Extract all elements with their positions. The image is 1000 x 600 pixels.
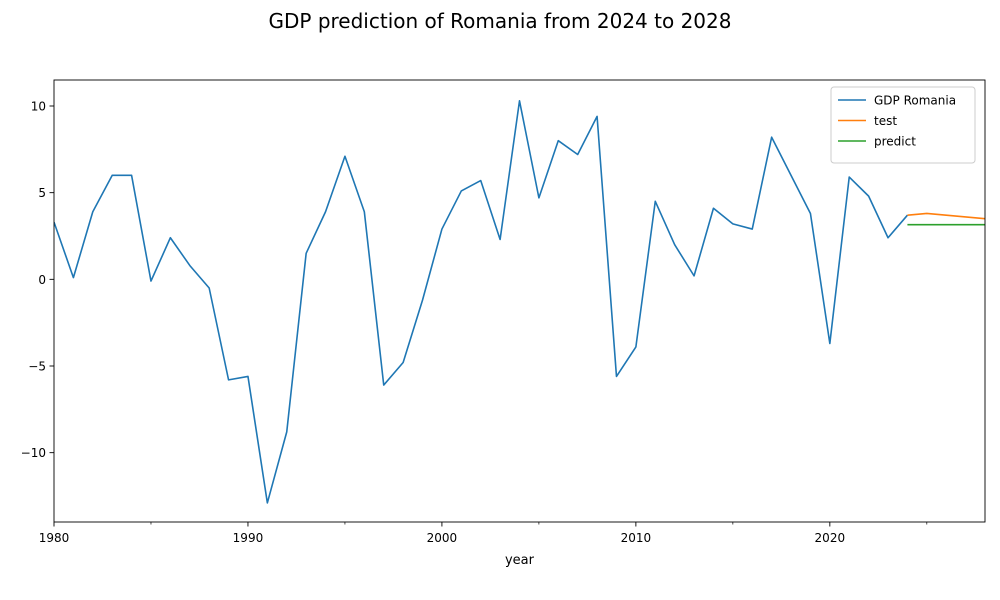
series-line-0	[54, 100, 909, 504]
x-tick-label-4: 2020	[815, 531, 846, 545]
legend-label-2: predict	[874, 135, 916, 149]
y-tick-label-1: 5	[38, 186, 46, 200]
x-tick-label-2: 2000	[427, 531, 458, 545]
y-tick-label-0: 10	[31, 100, 46, 114]
chart-title: GDP prediction of Romania from 2024 to 2…	[269, 9, 732, 33]
legend-box	[830, 86, 976, 164]
legend-label-0: GDP Romania	[874, 94, 956, 108]
x-tick-label-3: 2010	[621, 531, 652, 545]
y-tick-label-3: −5	[28, 360, 46, 374]
y-tick-label-4: −10	[21, 446, 46, 460]
x-tick-label-1: 1990	[233, 531, 264, 545]
legend: GDP Romania test predict	[830, 86, 976, 164]
plot-frame	[53, 79, 986, 523]
axes: 1980 1990 2000 2010 2020 10 5 0 −5 −10	[21, 79, 986, 545]
x-axis-label: year	[505, 553, 535, 568]
plot-area	[54, 100, 985, 504]
y-tick-label-2: 0	[38, 273, 46, 287]
x-tick-label-0: 1980	[39, 531, 70, 545]
legend-label-1: test	[874, 114, 897, 128]
series-line-1	[907, 212, 985, 220]
